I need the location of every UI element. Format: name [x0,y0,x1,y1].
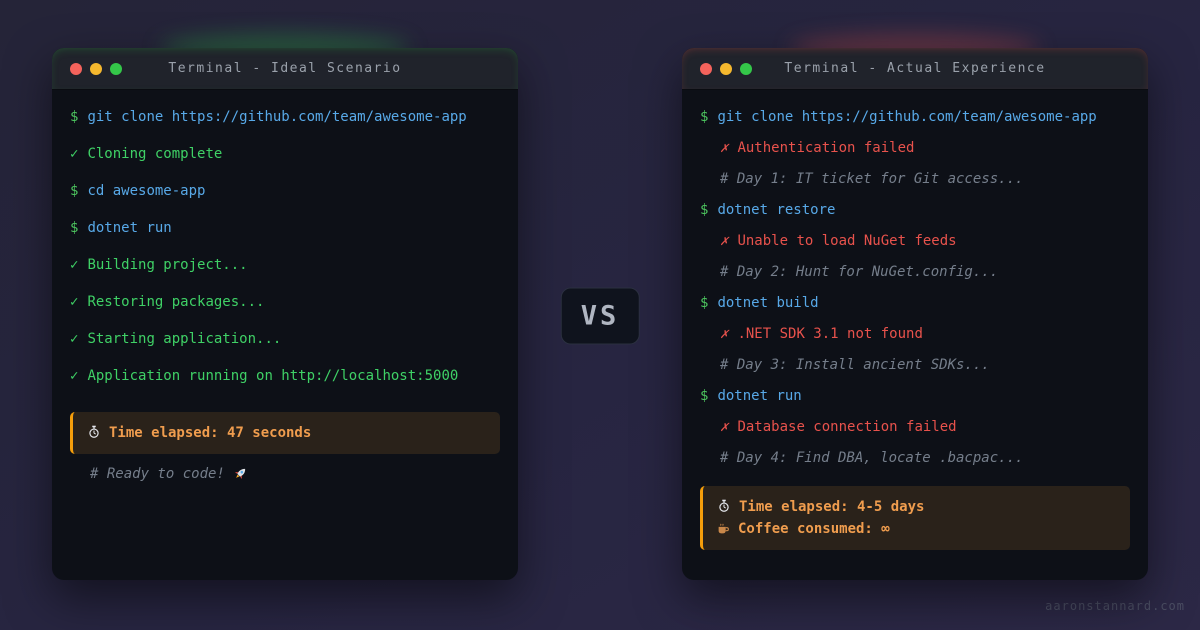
check-icon: ✓ [70,294,79,310]
cross-icon: ✗ [720,326,729,342]
terminal-line-cmd: $ dotnet build [700,293,1130,313]
prompt-symbol: $ [700,109,709,125]
summary-box-ideal: Time elapsed: 47 seconds [70,412,500,454]
terminal-line-text: Time elapsed: 47 seconds [109,425,312,441]
prompt-symbol: $ [70,183,79,199]
terminal-line-summary: Time elapsed: 4-5 days [717,496,1116,518]
terminal-line-cmd: $ git clone https://github.com/team/aweso… [700,107,1130,127]
terminal-line-text: Cloning complete [87,146,223,162]
cross-icon: ✗ [720,233,729,249]
terminal-line-comment: # Day 4: Find DBA, locate .bacpac... [700,448,1130,468]
close-button[interactable] [700,63,712,75]
terminal-line-text: # Day 1: IT ticket for Git access... [720,171,1024,187]
terminal-line-text: dotnet run [87,220,172,236]
terminal-line-text: Coffee consumed: ∞ [738,521,890,537]
terminal-line-text: # Ready to code! [90,466,225,482]
terminal-line-text: Database connection failed [737,419,957,435]
maximize-button[interactable] [110,63,122,75]
stopwatch-icon [717,499,731,515]
terminal-line-text: Time elapsed: 4-5 days [739,499,925,515]
prompt-symbol: $ [700,388,709,404]
terminal-line-comment: # Ready to code! [70,464,500,484]
terminal-line-cmd: $ dotnet restore [700,200,1130,220]
terminal-line-text: .NET SDK 3.1 not found [737,326,923,342]
terminal-line-text: dotnet restore [717,202,836,218]
terminal-line-err: ✗ Database connection failed [700,417,1130,437]
terminal-line-text: git clone https://github.com/team/awesom… [87,109,467,125]
vs-badge: VS [560,287,640,345]
window-title-actual: Terminal - Actual Experience [784,61,1046,76]
prompt-symbol: $ [700,202,709,218]
terminal-line-summary: Time elapsed: 47 seconds [87,422,486,444]
terminal-lines: $ git clone https://github.com/team/aweso… [70,107,500,386]
terminal-line-text: # Day 4: Find DBA, locate .bacpac... [720,450,1024,466]
vs-label: VS [580,300,620,332]
terminal-line-ok: ✓ Building project... [70,255,500,275]
window-controls [70,63,122,75]
check-icon: ✓ [70,368,79,384]
terminal-line-text: Restoring packages... [87,294,265,310]
terminal-line-text: cd awesome-app [87,183,206,199]
terminal-line-err: ✗ Authentication failed [700,138,1130,158]
terminal-output-actual: $ git clone https://github.com/team/aweso… [682,90,1148,550]
terminal-line-text: dotnet run [717,388,802,404]
terminal-line-ok: ✓ Starting application... [70,329,500,349]
terminal-output-ideal: $ git clone https://github.com/team/aweso… [52,90,518,484]
terminal-line-comment: # Day 1: IT ticket for Git access... [700,169,1130,189]
terminal-line-cmd: $ cd awesome-app [70,181,500,201]
check-icon: ✓ [70,146,79,162]
terminal-line-cmd: $ dotnet run [70,218,500,238]
window-title-ideal: Terminal - Ideal Scenario [168,61,402,76]
terminal-footer-ideal: # Ready to code! [70,464,500,484]
terminal-window-ideal: Terminal - Ideal Scenario $ git clone htt… [52,48,518,580]
minimize-button[interactable] [720,63,732,75]
check-icon: ✓ [70,257,79,273]
minimize-button[interactable] [90,63,102,75]
terminal-line-err: ✗ .NET SDK 3.1 not found [700,324,1130,344]
terminal-line-err: ✗ Unable to load NuGet feeds [700,231,1130,251]
terminal-window-actual: Terminal - Actual Experience $ git clone … [682,48,1148,580]
close-button[interactable] [70,63,82,75]
titlebar-actual: Terminal - Actual Experience [682,48,1148,90]
summary-box-actual: Time elapsed: 4-5 days Coffee consumed: ∞ [700,486,1130,550]
terminal-line-comment: # Day 3: Install ancient SDKs... [700,355,1130,375]
terminal-line-text: git clone https://github.com/team/awesom… [717,109,1097,125]
coffee-icon [717,521,730,537]
maximize-button[interactable] [740,63,752,75]
prompt-symbol: $ [70,220,79,236]
terminal-line-text: dotnet build [717,295,819,311]
terminal-line-text: Starting application... [87,331,282,347]
prompt-symbol: $ [70,109,79,125]
terminal-line-text: Authentication failed [737,140,915,156]
stopwatch-icon [87,425,101,441]
titlebar-ideal: Terminal - Ideal Scenario [52,48,518,90]
terminal-line-summary: Coffee consumed: ∞ [717,518,1116,540]
terminal-line-ok: ✓ Cloning complete [70,144,500,164]
terminal-line-text: Application running on http://localhost:… [87,368,459,384]
rocket-icon [233,466,248,482]
terminal-line-text: # Day 3: Install ancient SDKs... [720,357,990,373]
watermark: aaronstannard.com [1045,599,1185,613]
terminal-line-ok: ✓ Restoring packages... [70,292,500,312]
cross-icon: ✗ [720,140,729,156]
terminal-line-text: Unable to load NuGet feeds [737,233,957,249]
terminal-line-text: # Day 2: Hunt for NuGet.config... [720,264,999,280]
terminal-line-ok: ✓ Application running on http://localhost… [70,366,500,386]
cross-icon: ✗ [720,419,729,435]
prompt-symbol: $ [700,295,709,311]
check-icon: ✓ [70,331,79,347]
terminal-line-comment: # Day 2: Hunt for NuGet.config... [700,262,1130,282]
terminal-line-cmd: $ git clone https://github.com/team/aweso… [70,107,500,127]
window-controls [700,63,752,75]
terminal-line-cmd: $ dotnet run [700,386,1130,406]
terminal-line-text: Building project... [87,257,248,273]
terminal-lines: $ git clone https://github.com/team/aweso… [700,107,1130,468]
